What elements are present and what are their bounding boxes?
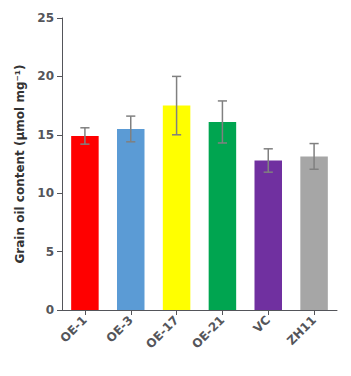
svg-text:OE-1: OE-1 bbox=[58, 313, 90, 345]
svg-text:Grain oil content (μmol mg⁻¹): Grain oil content (μmol mg⁻¹) bbox=[13, 64, 27, 263]
svg-text:5: 5 bbox=[46, 245, 54, 259]
svg-text:OE-21: OE-21 bbox=[189, 313, 227, 351]
svg-text:25: 25 bbox=[37, 11, 54, 25]
svg-text:VC: VC bbox=[251, 313, 274, 336]
svg-text:0: 0 bbox=[46, 303, 54, 317]
svg-text:OE-3: OE-3 bbox=[103, 313, 135, 345]
svg-text:15: 15 bbox=[37, 128, 54, 142]
svg-text:ZH11: ZH11 bbox=[284, 313, 319, 348]
svg-text:20: 20 bbox=[37, 69, 54, 83]
svg-text:OE-17: OE-17 bbox=[143, 313, 181, 351]
svg-text:10: 10 bbox=[37, 186, 54, 200]
